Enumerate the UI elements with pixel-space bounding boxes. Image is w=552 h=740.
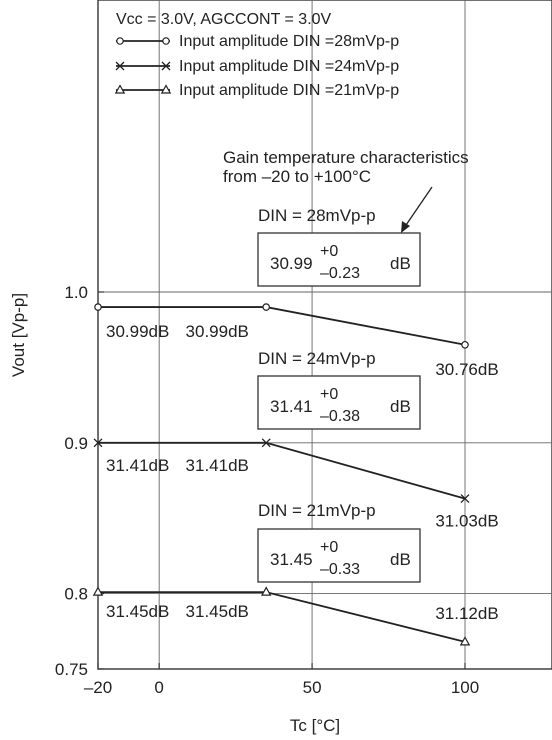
marker-cross [161,61,171,71]
condition-text: Vcc = 3.0V, AGCCONT = 3.0V [116,11,332,28]
marker-circle [162,37,170,45]
gain-box-minus: –0.33 [320,561,360,578]
gain-box-minus: –0.23 [320,265,360,282]
x-tick-label: 100 [451,678,479,697]
gain-box-28: DIN = 28mVp-p 30.99 +0 –0.23 dB [257,206,421,287]
gain-box-plus: +0 [320,386,338,403]
marker-triangle [459,636,471,646]
marker-triangle [114,84,126,94]
gain-box-value: 30.99 [270,254,313,273]
gain-box-din-label: DIN = 28mVp-p [258,206,376,225]
gain-box-frame [257,375,421,430]
plot-frame [97,0,552,670]
data-label: 31.45dB [106,602,169,621]
gain-box-value: 31.45 [270,550,313,569]
legend: Input amplitude DIN =28mVp-p Input amplit… [114,33,399,99]
data-label: 30.99dB [186,322,249,341]
gain-box-unit: dB [390,254,411,273]
annotation-line-1: Gain temperature characteristics [223,148,469,167]
annotation-arrowhead [401,221,410,233]
tick-labels: –20 0 50 100 0.75 0.8 0.9 1.0 [55,283,479,697]
data-label: 31.45dB [186,602,249,621]
annotation-line-2: from –20 to +100°C [223,167,371,186]
data-label: 31.03dB [435,512,498,531]
gain-box-plus: +0 [320,243,338,260]
marker-triangle [92,586,104,596]
x-tick-label: 50 [303,678,322,697]
y-axis-label: Vout [Vp-p] [9,293,28,377]
data-label: 30.76dB [435,360,498,379]
marker-cross [261,438,271,448]
marker-circle [116,37,124,45]
y-tick-label: 1.0 [64,283,88,302]
marker-circle [94,303,102,311]
marker-cross [115,61,125,71]
data-label: 31.41dB [186,456,249,475]
gain-box-value: 31.41 [270,397,313,416]
x-tick-label: 0 [154,678,163,697]
gain-box-unit: dB [390,550,411,569]
gain-box-unit: dB [390,397,411,416]
legend-label: Input amplitude DIN =24mVp-p [179,58,399,75]
gain-box-din-label: DIN = 21mVp-p [258,501,376,520]
gain-box-plus: +0 [320,539,338,556]
gain-box-frame [257,528,421,583]
gain-box-24: DIN = 24mVp-p 31.41 +0 –0.38 dB [257,349,421,430]
marker-circle [262,303,271,311]
data-label: 30.99dB [106,322,169,341]
marker-cross [93,438,103,448]
data-label: 31.41dB [106,456,169,475]
data-label: 31.12dB [435,604,498,623]
x-tick-label: –20 [84,678,112,697]
gain-box-din-label: DIN = 24mVp-p [258,349,376,368]
y-tick-label: 0.75 [55,660,88,679]
gain-box-minus: –0.38 [320,408,360,425]
marker-circle [461,340,469,349]
marker-triangle [160,84,172,94]
gain-box-frame [257,232,421,287]
y-tick-label: 0.8 [64,585,88,604]
legend-label: Input amplitude DIN =28mVp-p [179,33,399,50]
annotation-arrow [403,186,433,229]
marker-cross [460,494,470,504]
marker-triangle [260,586,272,596]
legend-label: Input amplitude DIN =21mVp-p [179,82,399,99]
gain-box-21: DIN = 21mVp-p 31.45 +0 –0.33 dB [257,501,421,583]
y-tick-label: 0.9 [64,434,88,453]
x-axis-label: Tc [°C] [290,716,340,735]
